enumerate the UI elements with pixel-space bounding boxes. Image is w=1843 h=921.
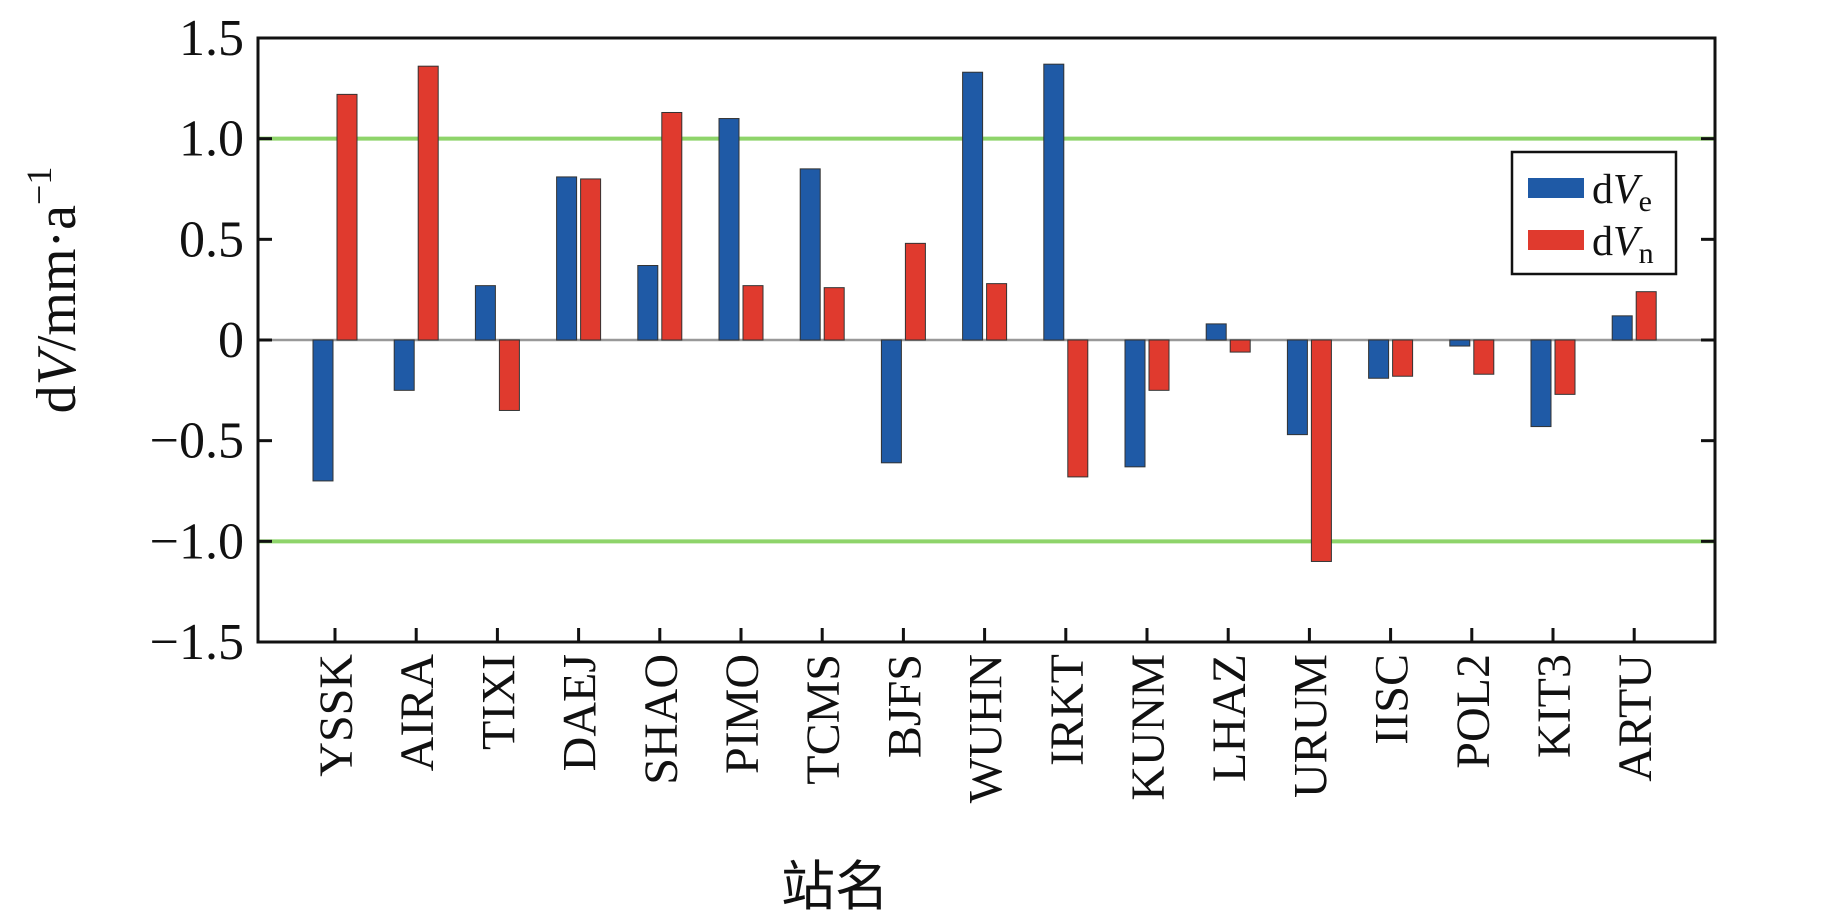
legend-label-dvn-italic: V	[1613, 219, 1643, 265]
bar-dvn-pol2	[1473, 339, 1495, 375]
y-axis-title-prefix: d	[26, 385, 88, 413]
legend-label-dve: dVe	[1592, 167, 1652, 218]
bar-dvn-aira	[417, 65, 439, 341]
x-tick-label-tixi: TIXI	[472, 654, 525, 750]
x-tick-label-daej: DAEJ	[554, 654, 607, 771]
x-tick-label-shao: SHAO	[635, 654, 688, 785]
x-tick-label-wuhn: WUHN	[960, 654, 1013, 803]
bar-dve-artu	[1611, 315, 1633, 341]
y-tick-label: 1.0	[179, 111, 244, 168]
y-axis: 1.5 1.0 0.5 0 −0.5 −1.0 −1.5	[150, 10, 1715, 671]
x-axis: YSSK AIRA TIXI DAEJ SHAO PIMO TCMS BJFS WUHN IRKT…	[310, 628, 1662, 803]
legend-label-dvn-sub: n	[1639, 237, 1654, 270]
x-axis-title: 站名	[781, 855, 889, 918]
bar-dve-shao	[637, 265, 659, 341]
bar-dve-tixi	[474, 285, 496, 341]
bar-dve-yssk	[312, 339, 334, 482]
bar-dvn-tcms	[823, 287, 845, 341]
x-tick-label-yssk: YSSK	[310, 654, 363, 777]
x-tick-label-lhaz: LHAZ	[1203, 654, 1256, 782]
x-tick-label-irkt: IRKT	[1041, 654, 1094, 766]
y-tick-label: −1.0	[150, 513, 244, 570]
y-tick-label: −0.5	[150, 413, 244, 470]
bar-dvn-lhaz	[1229, 339, 1251, 353]
bar-dve-pimo	[718, 118, 740, 341]
x-tick-label-pimo: PIMO	[716, 654, 769, 774]
legend-swatch-dvn	[1528, 230, 1584, 250]
legend-box	[1510, 150, 1678, 276]
bar-dvn-yssk	[336, 93, 358, 341]
x-tick-label-kit3: KIT3	[1528, 654, 1581, 758]
bar-dvn-tixi	[498, 339, 520, 411]
bar-dvn-bjfs	[904, 242, 926, 341]
bar-dve-pol2	[1449, 339, 1471, 347]
bar-dve-lhaz	[1205, 323, 1227, 341]
legend-label-dvn-prefix: d	[1592, 219, 1613, 265]
bar-dve-tcms	[799, 168, 821, 341]
bar-dvn-kit3	[1554, 339, 1576, 395]
y-axis-title-sup: −1	[19, 167, 59, 205]
legend: dVe dVn	[1510, 150, 1678, 276]
bar-dve-bjfs	[880, 339, 902, 464]
x-tick-label-iisc: IISC	[1366, 654, 1419, 745]
y-axis-title-italic: V	[26, 345, 88, 385]
bar-dvn-iisc	[1392, 339, 1414, 377]
legend-label-dve-sub: e	[1639, 185, 1652, 218]
legend-label-dve-prefix: d	[1592, 167, 1613, 213]
bar-dve-urum	[1286, 339, 1308, 436]
y-axis-title-rest: /mm·a	[26, 205, 88, 351]
bar-dve-wuhn	[962, 71, 984, 341]
x-tick-label-artu: ARTU	[1609, 654, 1662, 782]
legend-label-dvn: dVn	[1592, 219, 1654, 270]
bar-dvn-pimo	[742, 285, 764, 341]
x-tick-label-tcms: TCMS	[797, 654, 850, 785]
bar-dve-kunm	[1124, 339, 1146, 468]
legend-swatch-dve	[1528, 178, 1584, 198]
y-axis-title: dV/mm·a−1	[19, 167, 88, 414]
y-tick-label: 0	[218, 312, 244, 369]
bar-dve-aira	[393, 339, 415, 391]
bar-dvn-wuhn	[986, 283, 1008, 341]
reference-lines	[258, 136, 1715, 544]
bar-dvn-shao	[661, 111, 683, 341]
bar-dve-daej	[556, 176, 578, 341]
bar-dvn-irkt	[1067, 339, 1089, 478]
x-tick-label-bjfs: BJFS	[878, 654, 931, 758]
y-tick-label: 0.5	[179, 211, 244, 268]
bar-dve-iisc	[1368, 339, 1390, 379]
bar-dvn-kunm	[1148, 339, 1170, 391]
bar-dvn-artu	[1635, 291, 1657, 341]
y-tick-label: 1.5	[179, 10, 244, 67]
bar-dve-kit3	[1530, 339, 1552, 428]
legend-label-dve-italic: V	[1613, 167, 1643, 213]
y-tick-label: −1.5	[150, 614, 244, 671]
x-tick-label-pol2: POL2	[1447, 654, 1500, 769]
bar-dve-irkt	[1043, 63, 1065, 341]
bar-dvn-daej	[580, 178, 602, 341]
bars	[312, 63, 1657, 562]
x-tick-label-aira: AIRA	[391, 654, 444, 772]
x-tick-label-urum: URUM	[1284, 654, 1337, 798]
x-tick-label-kunm: KUNM	[1122, 654, 1175, 801]
bar-dvn-urum	[1310, 339, 1332, 562]
